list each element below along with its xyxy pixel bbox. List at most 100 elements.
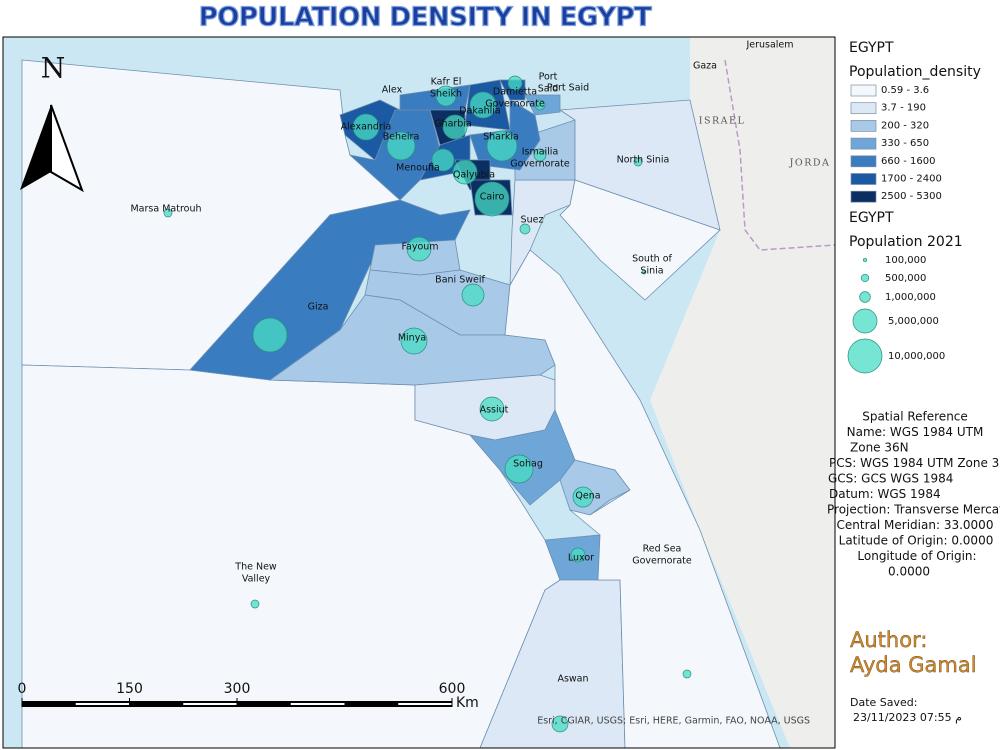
- spatial-reference: Spatial Reference: [862, 410, 968, 424]
- map-label: Gharbia: [434, 119, 472, 130]
- scale-tick-label: 0: [18, 681, 27, 697]
- map-label: Red Sea: [643, 544, 682, 555]
- map-label: Valley: [242, 574, 271, 585]
- legend: EGYPT Population_density 0.59 - 3.6 3.7 - 1…: [827, 40, 1000, 579]
- population-circle: [252, 317, 288, 353]
- scale-segment: [398, 703, 452, 705]
- legend-size-circle: [852, 308, 878, 334]
- legend-size-label: 5,000,000: [888, 316, 939, 327]
- population-circle: [479, 396, 505, 422]
- map-label: Giza: [308, 302, 329, 313]
- population-circle: [533, 148, 547, 162]
- population-circle: [461, 283, 485, 307]
- spatial-reference: 0.0000: [888, 565, 930, 579]
- map-label: Sheikh: [430, 89, 462, 100]
- legend-title: EGYPT: [849, 40, 894, 56]
- scale-tick-label: 150: [116, 681, 143, 697]
- population-circle: [386, 131, 416, 161]
- legend-swatch: [850, 120, 877, 132]
- scale-tick-label: 300: [224, 681, 251, 697]
- population-circle: [431, 148, 455, 172]
- author: Ayda Gamal: [850, 653, 977, 677]
- land-east: [650, 37, 835, 748]
- population-circle: [504, 454, 534, 484]
- population-circle: [469, 91, 497, 119]
- legend-size-label: 1,000,000: [885, 292, 936, 303]
- map-label: Kafr El: [431, 77, 462, 88]
- scale-tick-label: 600: [439, 681, 466, 697]
- legend-size-circle: [862, 257, 868, 263]
- arrow-left: [20, 105, 51, 190]
- map-label: Qalyubia: [453, 170, 495, 181]
- north-arrow: N: [20, 52, 84, 193]
- map-label: Said: [538, 84, 559, 95]
- map-label: Sinia: [640, 266, 663, 277]
- population-circle: [250, 599, 260, 609]
- population-circles: [163, 75, 692, 733]
- map-label: JORDA: [789, 158, 831, 169]
- map-label: Sohag: [513, 459, 543, 470]
- spatial-reference: Longitude of Origin:: [857, 549, 976, 563]
- red-sea: [504, 249, 781, 748]
- legend-size-circle: [860, 273, 870, 283]
- legend-label: 1700 - 2400: [881, 174, 942, 185]
- scale-unit: Km: [456, 695, 479, 711]
- map-label: Sharkia: [483, 132, 519, 143]
- legend-size-circle: [859, 291, 871, 303]
- legend-label: 2500 - 5300: [881, 191, 942, 202]
- population-circle: [551, 715, 569, 733]
- map-label: Qena: [575, 491, 600, 502]
- population-circle: [682, 669, 692, 679]
- population-circle: [406, 236, 432, 262]
- scale-segment: [75, 703, 130, 705]
- governorates: [21, 59, 781, 748]
- map-label: Beheira: [383, 132, 420, 143]
- map-label: Luxor: [568, 553, 594, 564]
- population-circle: [507, 75, 523, 91]
- population-circle: [534, 99, 546, 111]
- map-label: North Sinia: [617, 155, 670, 166]
- legend-swatch: [850, 137, 877, 150]
- legend-swatch: [850, 84, 877, 97]
- legend-size-label: 100,000: [885, 255, 926, 266]
- population-circle: [352, 113, 380, 141]
- map-label: Gaza: [693, 61, 717, 72]
- legend-subtitle: Population 2021: [849, 234, 963, 250]
- map-label: Assiut: [480, 405, 509, 416]
- date-label: Date Saved:: [850, 696, 917, 709]
- legend-label: 200 - 320: [881, 120, 929, 131]
- map-label: Suez: [521, 215, 544, 226]
- scale-segment: [290, 703, 345, 705]
- population-circle: [163, 208, 173, 218]
- spatial-reference: PCS: WGS 1984 UTM Zone 36N: [829, 456, 1000, 470]
- legend-label: 660 - 1600: [881, 156, 936, 167]
- population-circle: [519, 223, 531, 235]
- legend-title: EGYPT: [849, 210, 894, 226]
- map-label: Marsa Matrouh: [130, 204, 201, 215]
- frame-border: [2, 36, 836, 749]
- population-circle: [570, 547, 586, 563]
- legend-swatch: [850, 173, 877, 185]
- map-label: Bani Sweif: [435, 275, 485, 286]
- population-circle: [641, 269, 647, 275]
- map-label: Governorate: [510, 159, 570, 170]
- map-label: Governorate: [632, 556, 692, 567]
- legend-label: 3.7 - 190: [881, 103, 926, 114]
- legend-label: 330 - 650: [881, 138, 929, 149]
- map-label: Jerusalem: [745, 40, 793, 51]
- map-label: Governorate: [485, 99, 545, 110]
- legend-swatch: [850, 102, 877, 115]
- north-label: N: [41, 52, 66, 85]
- spatial-reference: Central Meridian: 33.0000: [837, 518, 994, 532]
- legend-size-label: 10,000,000: [888, 351, 945, 362]
- south-sinai: [559, 179, 721, 301]
- population-circle: [452, 159, 478, 185]
- legend-label: 0.59 - 3.6: [881, 85, 929, 96]
- legend-swatch: [850, 155, 877, 168]
- spatial-reference: GCS: GCS WGS 1984: [828, 472, 953, 486]
- attribution: Esri, CGIAR, USGS; Esri, HERE, Garmin, F…: [537, 716, 810, 727]
- map-title: POPULATION DENSITY IN EGYPT: [199, 3, 652, 33]
